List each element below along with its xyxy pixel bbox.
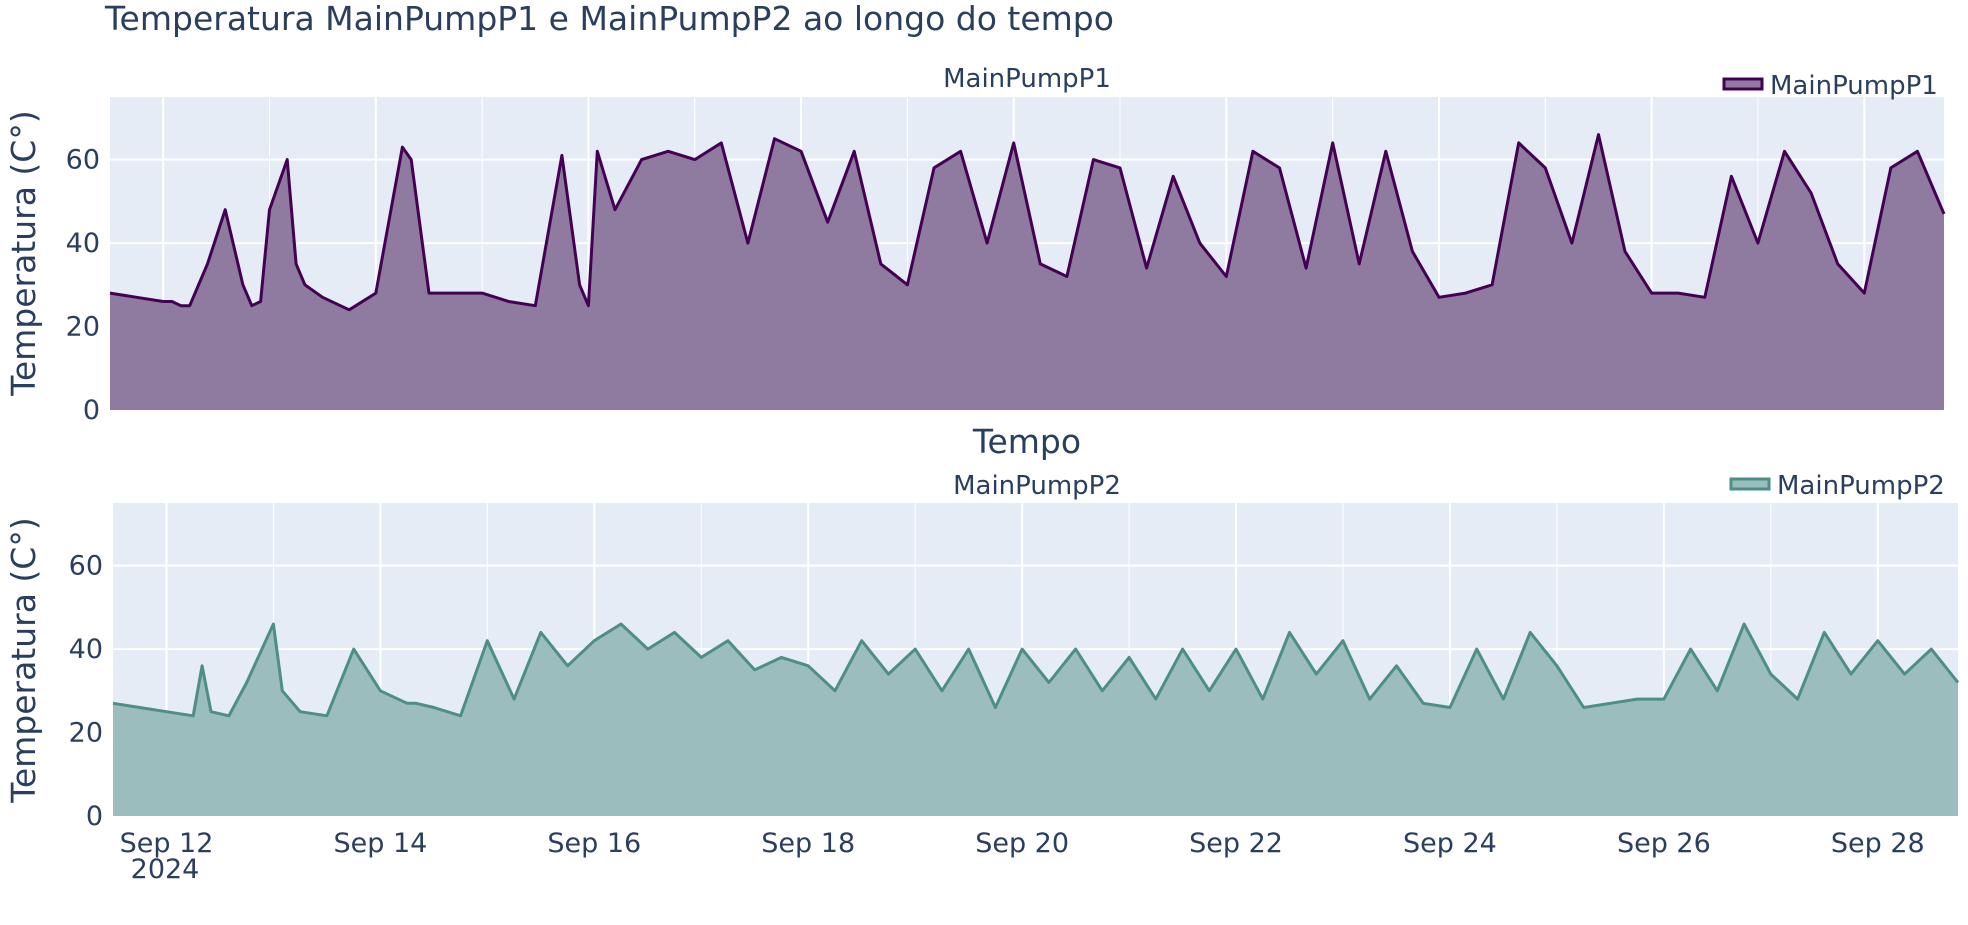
series-mainpumpp1 xyxy=(109,133,1946,410)
y-tick-label: 60 xyxy=(66,145,100,176)
x-tick-label: Sep 28 xyxy=(1831,828,1925,859)
x-tick-label: Sep 24 xyxy=(1403,828,1497,859)
x-tick-label: Sep 22 xyxy=(1189,828,1283,859)
legend-label: MainPumpP2 xyxy=(1777,471,1945,501)
area-fill xyxy=(110,134,1944,410)
y-tick-labels: 0 20 40 60 xyxy=(69,551,103,832)
x-tick-label: Sep 26 xyxy=(1617,828,1711,859)
chart-title: Temperatura MainPumpP1 e MainPumpP2 ao l… xyxy=(104,0,1114,38)
y-axis-title: Temperatura (C°) xyxy=(4,517,43,803)
panel-mainpumpp1: 0 20 40 60 MainPumpP1 Temperatura (C°) Main… xyxy=(4,64,1946,426)
area-fill xyxy=(113,624,1958,816)
x-axis-title: Tempo xyxy=(972,422,1081,461)
y-tick-label: 0 xyxy=(83,395,100,426)
series-mainpumpp2 xyxy=(112,622,1960,816)
y-tick-label: 20 xyxy=(69,718,103,749)
x-tick-year: 2024 xyxy=(131,854,200,885)
y-tick-label: 20 xyxy=(66,312,100,343)
legend-label: MainPumpP1 xyxy=(1770,71,1938,101)
x-tick-label: Sep 18 xyxy=(761,828,855,859)
x-tick-label: Sep 14 xyxy=(333,828,427,859)
y-tick-labels: 0 20 40 60 xyxy=(66,145,100,426)
legend-swatch xyxy=(1722,77,1764,91)
x-tick-labels: Sep 12 Sep 14 Sep 16 Sep 18 Sep 20 Sep 22 Sep … xyxy=(120,828,1925,859)
y-tick-label: 40 xyxy=(69,634,103,665)
y-axis-title: Temperatura (C°) xyxy=(4,110,43,396)
series-line xyxy=(109,133,1946,312)
x-tick-label: Sep 16 xyxy=(547,828,641,859)
series-line xyxy=(112,622,1960,718)
y-tick-label: 40 xyxy=(66,228,100,259)
subplot-title: MainPumpP2 xyxy=(953,471,1121,501)
x-tick-label: Sep 12 xyxy=(120,828,214,859)
legend[interactable]: MainPumpP1 xyxy=(1722,71,1938,101)
y-tick-label: 0 xyxy=(86,801,103,832)
y-tick-label: 60 xyxy=(69,551,103,582)
legend-swatch xyxy=(1729,477,1771,491)
legend[interactable]: MainPumpP2 xyxy=(1729,471,1945,501)
x-tick-label: Sep 20 xyxy=(975,828,1069,859)
subplot-title: MainPumpP1 xyxy=(943,64,1111,94)
